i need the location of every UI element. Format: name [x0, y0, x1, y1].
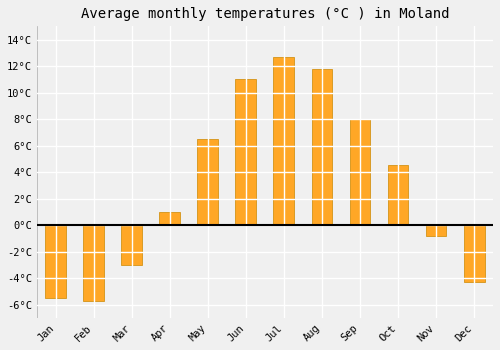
Bar: [350, 119, 370, 225]
Bar: [122, 225, 142, 265]
Bar: [464, 225, 484, 282]
Bar: [426, 225, 446, 236]
Bar: [388, 166, 408, 225]
Bar: [198, 139, 218, 225]
Bar: [236, 79, 256, 225]
Bar: [84, 225, 104, 301]
Title: Average monthly temperatures (°C ) in Moland: Average monthly temperatures (°C ) in Mo…: [80, 7, 449, 21]
Bar: [46, 225, 66, 298]
Bar: [160, 212, 180, 225]
Bar: [312, 69, 332, 225]
Bar: [274, 57, 294, 225]
